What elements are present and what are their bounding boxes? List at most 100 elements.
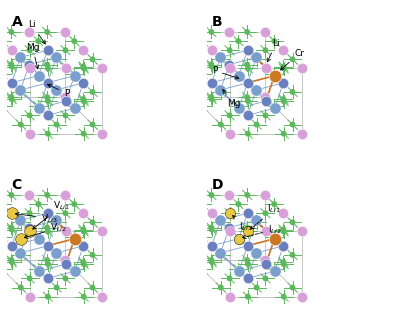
Point bbox=[253, 218, 260, 223]
Point bbox=[262, 192, 268, 198]
Point bbox=[289, 57, 296, 62]
Point bbox=[280, 229, 287, 234]
Text: C: C bbox=[12, 178, 22, 192]
Point bbox=[62, 66, 69, 71]
Point bbox=[27, 294, 33, 299]
Point bbox=[45, 294, 51, 299]
Point bbox=[262, 95, 268, 100]
Point bbox=[280, 227, 286, 232]
Point bbox=[208, 227, 215, 232]
Point bbox=[235, 38, 242, 44]
Point bbox=[298, 229, 305, 234]
Text: I$_{Li3}$: I$_{Li3}$ bbox=[232, 215, 253, 233]
Point bbox=[0, 38, 6, 44]
Point bbox=[226, 62, 232, 67]
Point bbox=[254, 220, 260, 225]
Point bbox=[218, 220, 224, 225]
Point bbox=[244, 95, 250, 100]
Point bbox=[262, 98, 269, 104]
Point bbox=[27, 131, 33, 136]
Point bbox=[226, 62, 232, 67]
Point bbox=[71, 236, 78, 241]
Point bbox=[254, 285, 260, 290]
Point bbox=[289, 220, 296, 225]
Point bbox=[244, 192, 250, 198]
Text: Mg: Mg bbox=[223, 90, 240, 108]
Point bbox=[208, 95, 214, 100]
Point bbox=[36, 269, 42, 274]
Point bbox=[271, 106, 278, 111]
Point bbox=[199, 38, 206, 44]
Point bbox=[8, 227, 15, 232]
Point bbox=[17, 218, 24, 223]
Point bbox=[218, 89, 224, 95]
Point bbox=[190, 258, 196, 263]
Point bbox=[71, 269, 78, 274]
Point bbox=[271, 269, 278, 274]
Point bbox=[217, 218, 224, 223]
Point bbox=[298, 66, 305, 71]
Point bbox=[280, 261, 287, 267]
Point bbox=[18, 57, 24, 62]
Point bbox=[8, 192, 14, 198]
Point bbox=[44, 211, 51, 216]
Point bbox=[244, 211, 251, 216]
Text: B: B bbox=[212, 15, 222, 29]
Point bbox=[280, 80, 286, 85]
Point bbox=[199, 267, 206, 272]
Point bbox=[8, 211, 15, 216]
Point bbox=[8, 258, 14, 263]
Point bbox=[208, 96, 215, 102]
Point bbox=[280, 66, 287, 71]
Point bbox=[236, 73, 242, 78]
Point bbox=[0, 267, 6, 272]
Point bbox=[71, 73, 78, 78]
Point bbox=[44, 243, 51, 248]
Point bbox=[36, 236, 42, 241]
Point bbox=[208, 80, 215, 85]
Point bbox=[271, 73, 278, 78]
Point bbox=[17, 250, 24, 256]
Point bbox=[271, 201, 278, 207]
Point bbox=[44, 276, 51, 281]
Point bbox=[53, 218, 60, 223]
Point bbox=[245, 66, 251, 71]
Point bbox=[44, 192, 50, 198]
Point bbox=[71, 106, 78, 111]
Point bbox=[245, 131, 251, 136]
Point bbox=[245, 229, 251, 234]
Point bbox=[0, 234, 6, 239]
Point bbox=[8, 64, 15, 69]
Point bbox=[226, 48, 233, 53]
Point bbox=[80, 243, 86, 248]
Point bbox=[44, 29, 50, 35]
Point bbox=[44, 276, 51, 281]
Point bbox=[289, 122, 296, 127]
Point bbox=[262, 113, 269, 118]
Point bbox=[280, 96, 286, 102]
Point bbox=[44, 211, 51, 216]
Text: I$_{Li1}$: I$_{Li1}$ bbox=[251, 203, 281, 229]
Point bbox=[245, 261, 251, 267]
Point bbox=[244, 243, 251, 248]
Point bbox=[98, 294, 105, 299]
Point bbox=[8, 80, 15, 85]
Point bbox=[218, 252, 224, 258]
Point bbox=[71, 267, 78, 272]
Point bbox=[208, 243, 215, 248]
Text: Cr: Cr bbox=[281, 49, 304, 70]
Point bbox=[98, 229, 105, 234]
Point bbox=[54, 122, 60, 127]
Point bbox=[62, 258, 68, 263]
Point bbox=[80, 64, 86, 69]
Point bbox=[44, 113, 51, 118]
Point bbox=[54, 220, 60, 225]
Point bbox=[208, 48, 215, 53]
Point bbox=[54, 57, 60, 62]
Point bbox=[44, 225, 50, 230]
Point bbox=[280, 243, 286, 248]
Point bbox=[280, 294, 287, 299]
Text: Li: Li bbox=[267, 39, 280, 62]
Point bbox=[190, 192, 196, 198]
Point bbox=[208, 243, 215, 248]
